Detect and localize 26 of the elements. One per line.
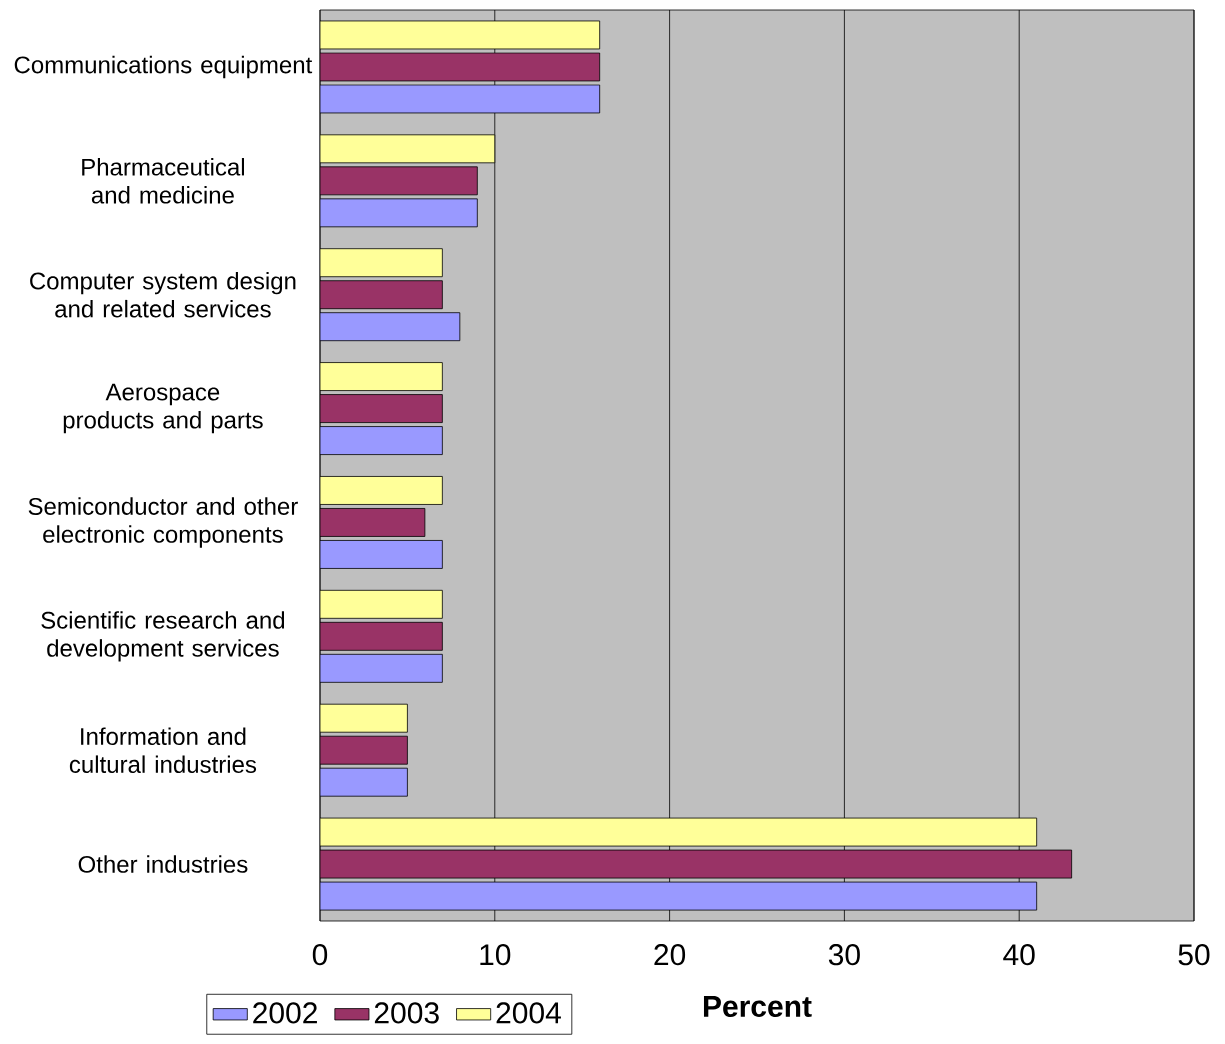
- bar: [319, 394, 443, 423]
- x-tick-label: 50: [1178, 944, 1210, 966]
- y-tick-label: Scientific research and development services: [41, 611, 285, 662]
- x-tick-label: 30: [828, 944, 860, 966]
- bar: [319, 849, 1073, 879]
- y-tick-label: Other industries: [78, 855, 248, 873]
- x-axis-title: Percent: [703, 996, 812, 1017]
- y-tick-label: Pharmaceutical and medicine: [82, 158, 245, 204]
- bar: [319, 621, 443, 651]
- x-tick-label: 10: [480, 944, 511, 966]
- bar: [319, 508, 426, 537]
- x-tick-label: 40: [1003, 944, 1035, 966]
- y-tick-label: Information and cultural industries: [69, 727, 257, 773]
- legend-label: 2004: [496, 1002, 561, 1024]
- y-tick-label: Communications equipment: [14, 55, 313, 79]
- y-tick-label: Semiconductor and other electronic components: [28, 497, 298, 548]
- y-tick-label: Computer system design and related services: [30, 271, 296, 318]
- bar: [319, 52, 601, 82]
- x-tick-label: 0: [312, 944, 328, 966]
- legend-label: 2002: [253, 1002, 317, 1024]
- y-tick-label: Aerospace products and parts: [63, 383, 263, 434]
- x-tick-label: 20: [654, 944, 686, 966]
- legend-label: 2003: [374, 1002, 439, 1024]
- bar: [319, 166, 478, 196]
- bar: [319, 280, 443, 310]
- bar: [319, 735, 408, 765]
